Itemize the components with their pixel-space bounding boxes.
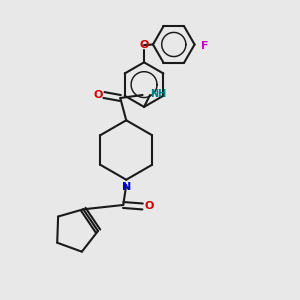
Text: NH: NH [150,88,166,98]
Text: F: F [201,41,208,51]
Text: O: O [93,90,103,100]
Text: O: O [140,40,149,50]
Text: O: O [144,202,154,212]
Text: N: N [122,182,131,192]
